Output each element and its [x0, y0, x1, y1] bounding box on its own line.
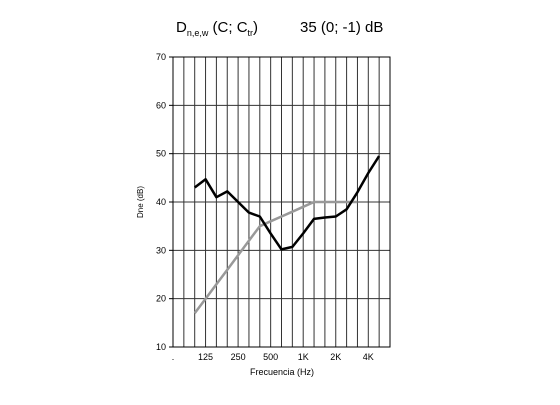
- title-part: D: [176, 19, 187, 36]
- y-tick-label: 60: [156, 100, 166, 110]
- y-axis-label: Dne (dB): [136, 186, 145, 218]
- x-tick-label: 1K: [298, 352, 309, 362]
- y-tick-label: 70: [156, 52, 166, 62]
- y-tick-label: 40: [156, 197, 166, 207]
- series-line: [193, 200, 358, 314]
- x-tick-label: 500: [263, 352, 278, 362]
- title-part: tr: [248, 28, 254, 38]
- plot-frame: [172, 56, 391, 348]
- title-part: (C; C: [208, 19, 247, 36]
- x-tick-label: 4K: [363, 352, 374, 362]
- rating: 35 (0; -1) dB: [300, 19, 383, 36]
- x-tick-label: .: [172, 352, 175, 362]
- x-tick-label: 125: [198, 352, 213, 362]
- y-tick-label: 10: [156, 342, 166, 352]
- title-part: n,e,w: [187, 28, 209, 38]
- x-axis-label: Frecuencia (Hz): [250, 367, 314, 377]
- chart-title: Dn,e,w (C; Ctr): [176, 19, 258, 38]
- y-tick-label: 20: [156, 294, 166, 304]
- series-line: [193, 155, 381, 251]
- title-part: ): [253, 19, 258, 36]
- y-tick-label: 50: [156, 149, 166, 159]
- x-tick-label: 250: [231, 352, 246, 362]
- y-tick-label: 30: [156, 245, 166, 255]
- x-tick-label: 2K: [330, 352, 341, 362]
